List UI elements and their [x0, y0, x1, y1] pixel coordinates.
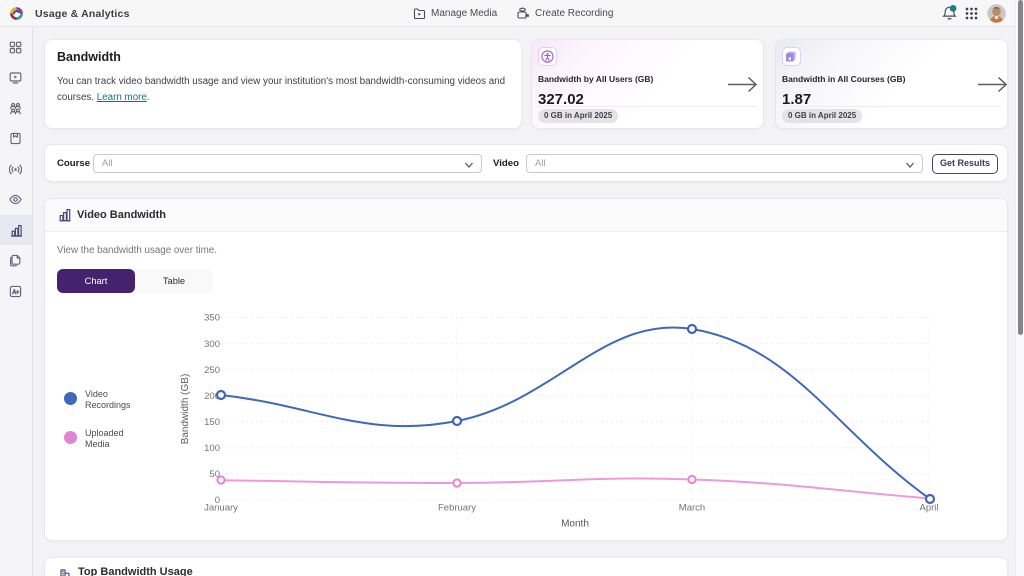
svg-text:100: 100	[204, 443, 220, 454]
svg-text:January: January	[204, 503, 238, 514]
svg-text:0: 0	[215, 495, 220, 506]
svg-text:150: 150	[204, 417, 220, 428]
svg-text:March: March	[679, 503, 705, 514]
svg-text:April: April	[919, 503, 938, 514]
svg-text:Month: Month	[561, 519, 589, 530]
svg-text:Bandwidth (GB): Bandwidth (GB)	[180, 374, 191, 445]
svg-text:250: 250	[204, 365, 220, 376]
svg-text:200: 200	[204, 391, 220, 402]
svg-text:February: February	[438, 503, 476, 514]
svg-text:350: 350	[204, 313, 220, 324]
svg-text:300: 300	[204, 339, 220, 350]
svg-text:50: 50	[209, 469, 220, 480]
